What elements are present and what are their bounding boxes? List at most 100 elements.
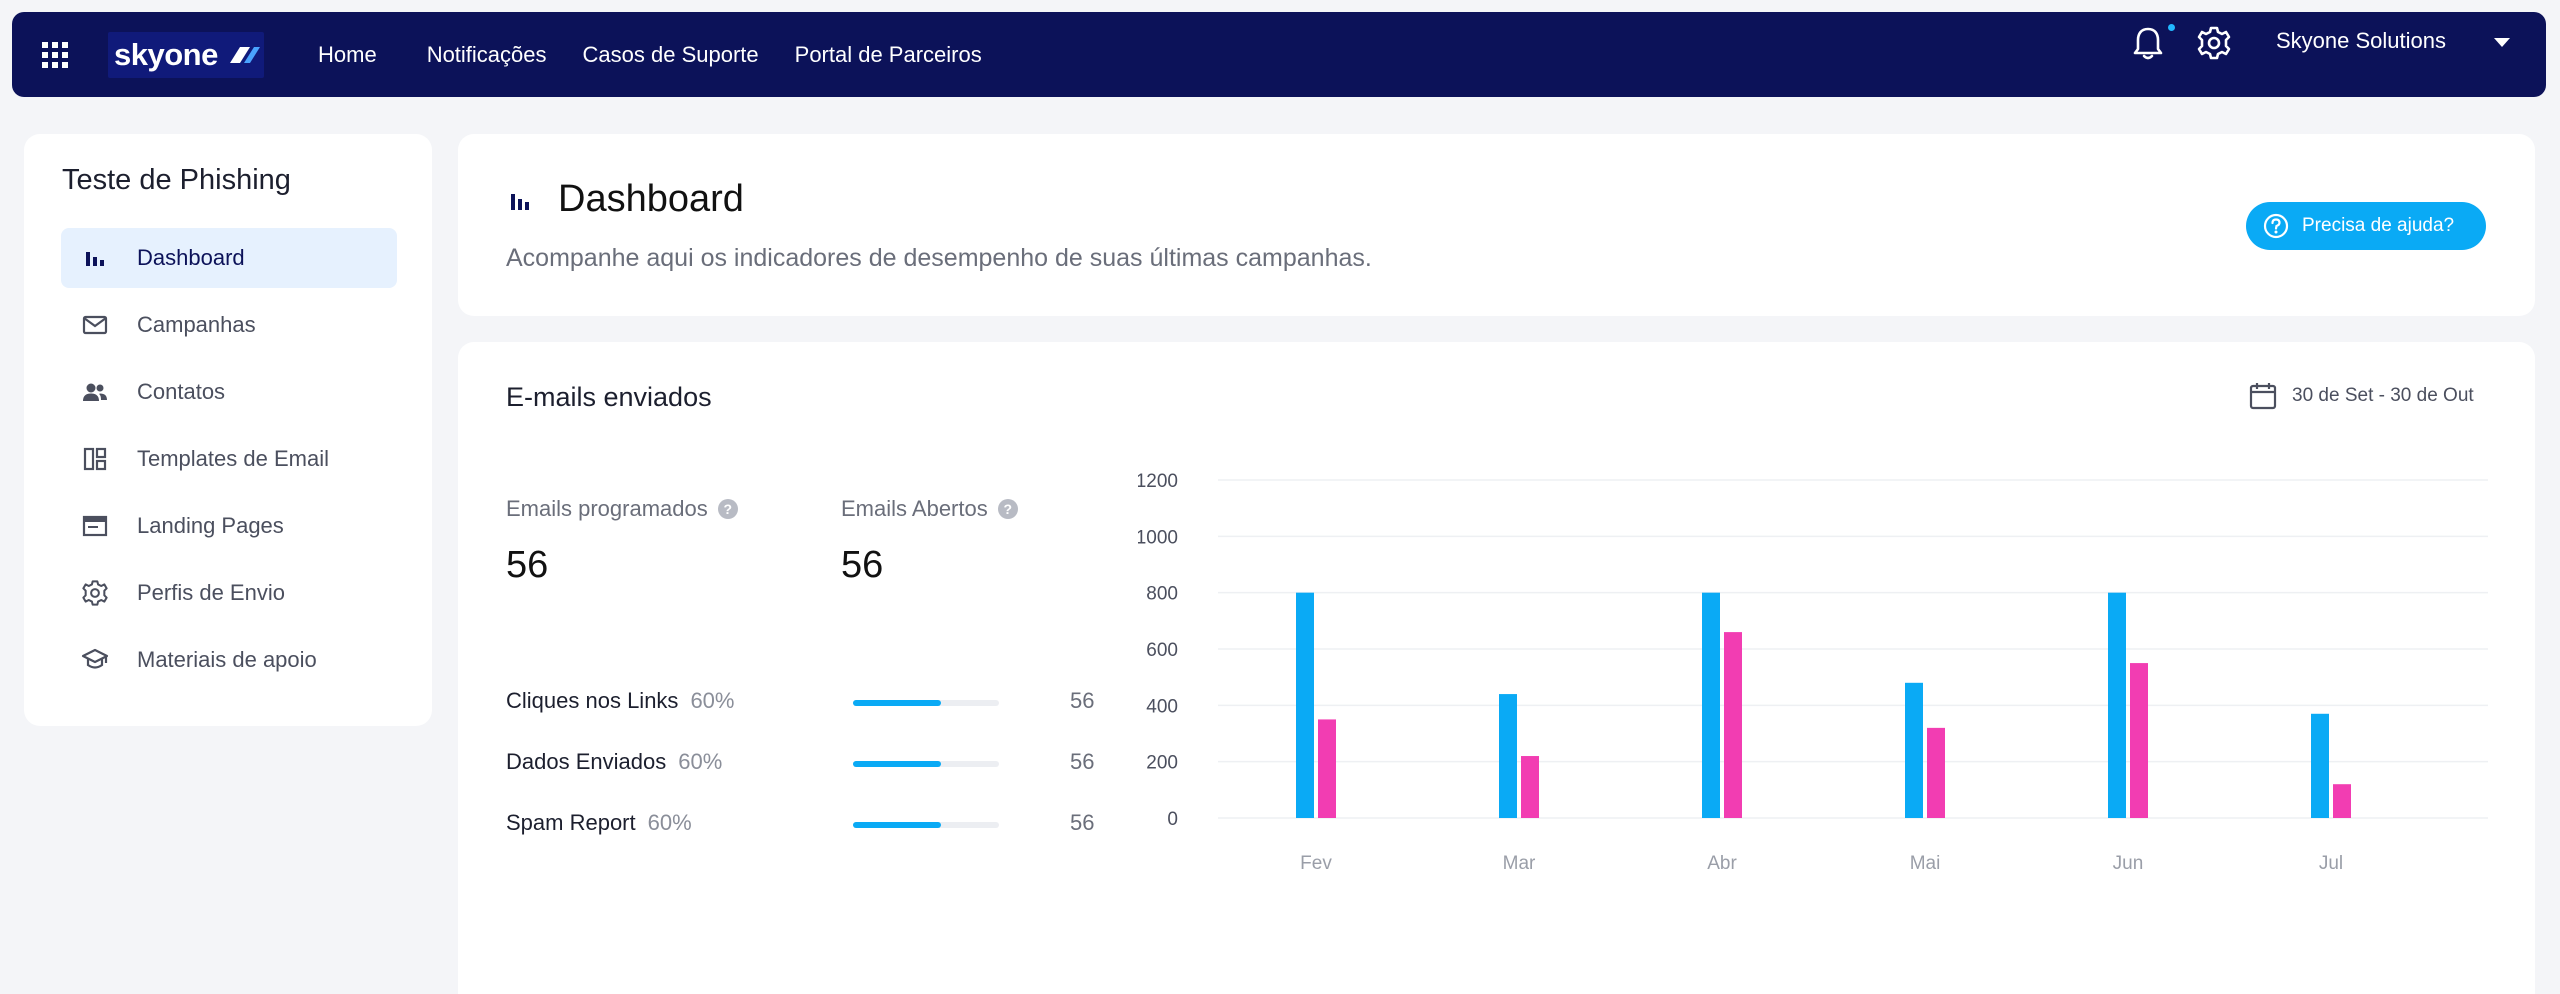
help-button[interactable]: Precisa de ajuda? <box>2246 202 2486 250</box>
sidebar-item-label: Campanhas <box>137 312 256 337</box>
calendar-icon <box>2249 383 2277 410</box>
logo-mark-icon <box>229 47 260 63</box>
mail-icon <box>82 315 108 335</box>
emails-sent-card: E-mails enviados 30 de Set - 30 de Out E… <box>458 342 2535 994</box>
progress-count: 56 <box>1070 688 1095 713</box>
progress-row-spam-report: Spam Report 60% 56 <box>506 808 1094 842</box>
stat-emails-programados: Emails programados ? 56 <box>506 496 738 587</box>
sidebar-title: Teste de Phishing <box>62 164 291 196</box>
page-subtitle: Acompanhe aqui os indicadores de desempe… <box>506 244 1372 272</box>
nav-notificacoes[interactable]: Notificações <box>426 41 547 67</box>
nav-casos-de-suporte[interactable]: Casos de Suporte <box>582 41 759 67</box>
x-tick-label: Jul <box>2319 853 2343 874</box>
y-tick-label: 600 <box>1146 640 1178 661</box>
progress-label: Spam Report 60% <box>506 810 692 836</box>
sidebar-item-dashboard[interactable]: Dashboard <box>61 228 397 288</box>
progress-percent: 60% <box>678 749 723 774</box>
help-tooltip-icon[interactable]: ? <box>717 499 738 519</box>
progress-count: 56 <box>1070 749 1095 774</box>
help-tooltip-icon[interactable]: ? <box>997 499 1018 519</box>
x-tick-label: Fev <box>1300 853 1332 874</box>
layout-icon <box>83 447 107 471</box>
sidebar-item-perfis-de-envio[interactable]: Perfis de Envio <box>61 563 397 623</box>
bar-jun-series-1[interactable] <box>2108 592 2126 818</box>
x-tick-label: Mai <box>1910 853 1941 874</box>
x-tick-label: Jun <box>2113 853 2144 874</box>
bell-icon[interactable] <box>2130 24 2166 62</box>
progress-label-text: Spam Report <box>506 810 636 835</box>
bar-jul-series-2[interactable] <box>2333 784 2351 818</box>
progress-bar-fill <box>853 822 941 828</box>
apps-grid-icon[interactable] <box>42 42 68 68</box>
progress-row-dados-enviados: Dados Enviados 60% 56 <box>506 747 1094 781</box>
bar-mai-series-2[interactable] <box>1927 727 1945 818</box>
bar-mar-series-2[interactable] <box>1521 756 1539 818</box>
main-nav: Home Notificações Casos de Suporte Porta… <box>318 12 1018 97</box>
progress-label-text: Dados Enviados <box>506 749 667 774</box>
progress-row-cliques: Cliques nos Links 60% 56 <box>506 686 1094 720</box>
settings-icon <box>82 580 108 606</box>
progress-label-text: Cliques nos Links <box>506 688 679 713</box>
sidebar-item-label: Materiais de apoio <box>137 647 317 672</box>
stat-label: Emails programados <box>506 496 708 521</box>
sidebar-item-label: Templates de Email <box>137 446 329 471</box>
x-tick-label: Mar <box>1503 853 1536 874</box>
y-tick-label: 1200 <box>1138 471 1178 492</box>
bar-abr-series-1[interactable] <box>1702 592 1720 818</box>
sidebar-item-materiais-de-apoio[interactable]: Materiais de apoio <box>61 630 397 690</box>
progress-bar-fill <box>853 761 941 767</box>
card-title: E-mails enviados <box>506 382 712 412</box>
y-tick-label: 400 <box>1146 696 1178 717</box>
x-tick-label: Abr <box>1707 853 1737 874</box>
y-tick-label: 0 <box>1167 809 1178 830</box>
bar-abr-series-2[interactable] <box>1724 632 1742 818</box>
bar-fev-series-1[interactable] <box>1296 592 1314 818</box>
stat-emails-abertos: Emails Abertos ? 56 <box>841 496 1018 587</box>
sidebar-item-contatos[interactable]: Contatos <box>61 362 397 422</box>
progress-bar-track <box>853 761 999 767</box>
nav-home[interactable]: Home <box>318 41 377 67</box>
nav-portal-de-parceiros[interactable]: Portal de Parceiros <box>794 41 982 67</box>
bar-chart-icon <box>511 194 529 210</box>
progress-percent: 60% <box>647 810 692 835</box>
sidebar: Teste de Phishing Dashboard Campanhas Co… <box>24 134 432 726</box>
bar-jun-series-2[interactable] <box>2130 663 2148 818</box>
chevron-down-icon[interactable] <box>2494 38 2510 47</box>
dashboard-header-card: Dashboard Acompanhe aqui os indicadores … <box>458 134 2535 316</box>
y-tick-label: 800 <box>1146 584 1178 605</box>
page-title: Dashboard <box>558 178 744 220</box>
logo-text: skyone <box>114 37 218 72</box>
stat-label-row: Emails Abertos ? <box>841 496 1018 522</box>
user-account-name[interactable]: Skyone Solutions <box>2276 28 2446 53</box>
notification-dot <box>2168 24 2175 31</box>
stat-value: 56 <box>841 544 884 586</box>
browser-window-icon <box>82 515 108 537</box>
progress-bar-fill <box>853 700 941 706</box>
y-tick-label: 200 <box>1146 753 1178 774</box>
bar-mai-series-1[interactable] <box>1905 682 1923 818</box>
progress-label: Dados Enviados 60% <box>506 749 722 775</box>
gear-icon[interactable] <box>2196 25 2232 61</box>
stat-label: Emails Abertos <box>841 496 988 521</box>
sidebar-item-landing-pages[interactable]: Landing Pages <box>61 496 397 556</box>
sidebar-item-label: Dashboard <box>137 245 245 270</box>
sidebar-item-campanhas[interactable]: Campanhas <box>61 295 397 355</box>
sidebar-item-templates-de-email[interactable]: Templates de Email <box>61 429 397 489</box>
stat-value: 56 <box>506 544 549 586</box>
bar-fev-series-2[interactable] <box>1318 719 1336 818</box>
bar-mar-series-1[interactable] <box>1499 694 1517 818</box>
emails-bar-chart: 0 200 400 600 800 1000 1200 Fev Mar Abr Mai Jun Jul <box>1138 471 2488 874</box>
help-button-label: Precisa de ajuda? <box>2302 215 2455 236</box>
bar-chart-icon <box>86 252 104 266</box>
skyone-logo[interactable]: skyone <box>108 32 264 78</box>
sidebar-item-label: Perfis de Envio <box>137 580 285 605</box>
people-icon <box>83 383 107 401</box>
progress-label: Cliques nos Links 60% <box>506 688 734 714</box>
top-navigation-bar: skyone Home Notificações Casos de Suport… <box>12 12 2546 97</box>
date-range-label: 30 de Set - 30 de Out <box>2292 385 2474 406</box>
date-range-picker[interactable]: 30 de Set - 30 de Out <box>2248 380 2474 412</box>
progress-count: 56 <box>1070 810 1095 835</box>
bar-jul-series-1[interactable] <box>2311 713 2329 818</box>
graduation-cap-icon <box>81 648 109 669</box>
sidebar-item-label: Landing Pages <box>137 513 284 538</box>
